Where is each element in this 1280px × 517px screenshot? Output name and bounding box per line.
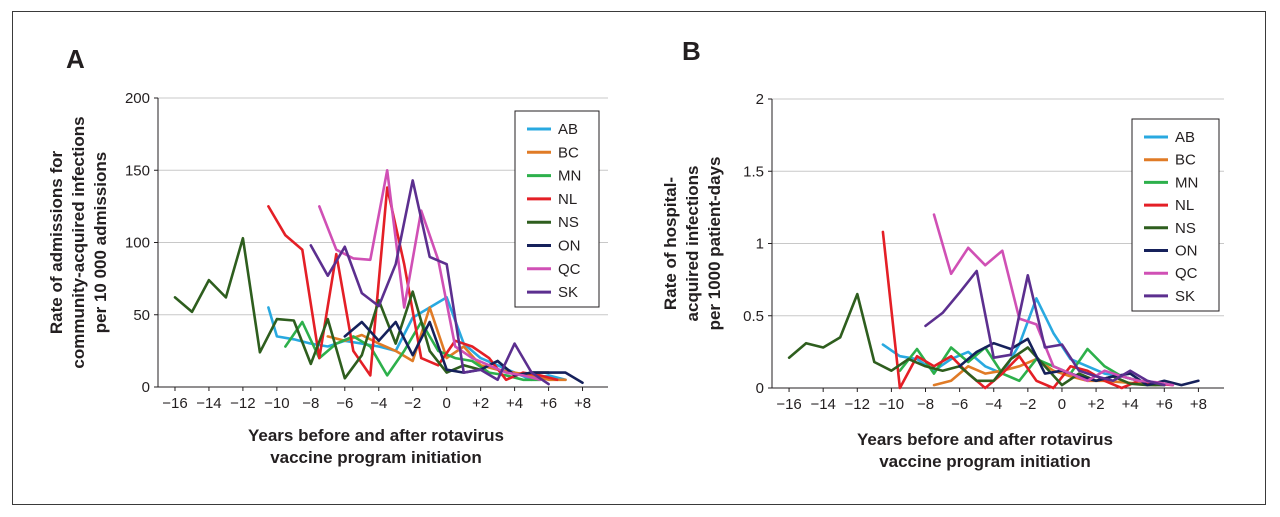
legend-label: NS — [1175, 220, 1196, 237]
legend-label: SK — [558, 284, 578, 301]
y-tick-label: 50 — [133, 307, 150, 324]
x-axis-title: Years before and after rotavirus — [857, 430, 1113, 449]
x-axis-title: vaccine program initiation — [270, 448, 482, 467]
panel-letter: A — [66, 44, 85, 74]
x-tick-label: −10 — [264, 395, 289, 412]
x-tick-label: +4 — [506, 395, 523, 412]
x-tick-label: −16 — [776, 396, 801, 413]
legend-box — [514, 110, 600, 308]
x-tick-label: −6 — [336, 395, 353, 412]
y-axis-title: acquired infections — [683, 166, 702, 322]
x-tick-label: −2 — [404, 395, 421, 412]
x-tick-label: 0 — [443, 395, 451, 412]
series-line-mn — [284, 320, 542, 382]
legend-label: SK — [1175, 288, 1195, 305]
x-tick-label: +8 — [1190, 396, 1207, 413]
x-tick-label: 0 — [1058, 396, 1066, 413]
y-tick-label: 2 — [756, 91, 764, 108]
y-axis-title: per 1000 patient-days — [705, 157, 724, 331]
panel-letter: B — [682, 36, 701, 66]
x-tick-label: +4 — [1122, 396, 1139, 413]
y-axis-title: Rate of hospital- — [661, 177, 680, 310]
figure-frame — [12, 11, 1266, 505]
series-line-sk — [924, 269, 1166, 387]
x-tick-label: −10 — [879, 396, 904, 413]
y-tick-label: 1 — [756, 236, 764, 253]
y-axis-title: community-acquired infections — [69, 116, 88, 368]
x-tick-label: −12 — [845, 396, 870, 413]
legend-label: QC — [558, 261, 581, 278]
x-tick-label: −8 — [302, 395, 319, 412]
x-tick-label: −14 — [810, 396, 835, 413]
legend-label: QC — [1175, 265, 1198, 282]
y-tick-label: 100 — [125, 235, 150, 252]
legend-label: MN — [1175, 174, 1198, 191]
y-tick-label: 150 — [125, 162, 150, 179]
x-tick-label: +8 — [574, 395, 591, 412]
x-axis-title: Years before and after rotavirus — [248, 426, 504, 445]
legend-label: MN — [558, 168, 581, 185]
x-tick-label: −2 — [1019, 396, 1036, 413]
y-axis-title: per 10 000 admissions — [91, 152, 110, 333]
x-tick-label: +6 — [1156, 396, 1173, 413]
y-tick-label: 0 — [142, 379, 150, 396]
chart-panel-a: A 0 50 100 150 200 −16 −14 −12 −10 −8 −6 −4 −2 0 +2 +4 +6… — [47, 44, 608, 467]
y-axis-title: Rate of admissions for — [47, 150, 66, 334]
x-tick-label: −4 — [985, 396, 1002, 413]
x-tick-label: −8 — [917, 396, 934, 413]
x-axis-title: vaccine program initiation — [879, 452, 1091, 471]
legend-label: NL — [558, 191, 577, 208]
y-tick-label: 1.5 — [743, 163, 764, 180]
x-tick-label: −16 — [162, 395, 187, 412]
y-tick-label: 0 — [756, 380, 764, 397]
legend-label: BC — [1175, 152, 1196, 169]
x-tick-label: −12 — [230, 395, 255, 412]
series-line-qc — [932, 213, 1175, 387]
x-tick-label: −4 — [370, 395, 387, 412]
legend-label: ON — [1175, 243, 1198, 260]
chart-panel-b: B 0 0.5 1 1.5 2 −16 −14 −12 −10 −8 −6 −4 −2 0 +2 +4 +6 +8 R… — [661, 36, 1224, 471]
legend-label: NS — [558, 214, 579, 231]
x-tick-label: +6 — [540, 395, 557, 412]
legend-box — [1131, 118, 1220, 312]
legend-label: AB — [1175, 129, 1195, 146]
legend-label: NL — [1175, 197, 1194, 214]
series-line-nl — [881, 230, 1175, 390]
y-tick-label: 0.5 — [743, 308, 764, 325]
legend-label: BC — [558, 144, 579, 161]
x-tick-label: +2 — [1088, 396, 1105, 413]
legend-label: ON — [558, 238, 581, 255]
y-tick-label: 200 — [125, 90, 150, 107]
series-line-nl — [267, 186, 559, 382]
x-tick-label: −14 — [196, 395, 221, 412]
x-tick-label: −6 — [951, 396, 968, 413]
x-tick-label: +2 — [472, 395, 489, 412]
series-line-sk — [309, 179, 550, 386]
series-line-qc — [317, 169, 542, 382]
legend-label: AB — [558, 121, 578, 138]
